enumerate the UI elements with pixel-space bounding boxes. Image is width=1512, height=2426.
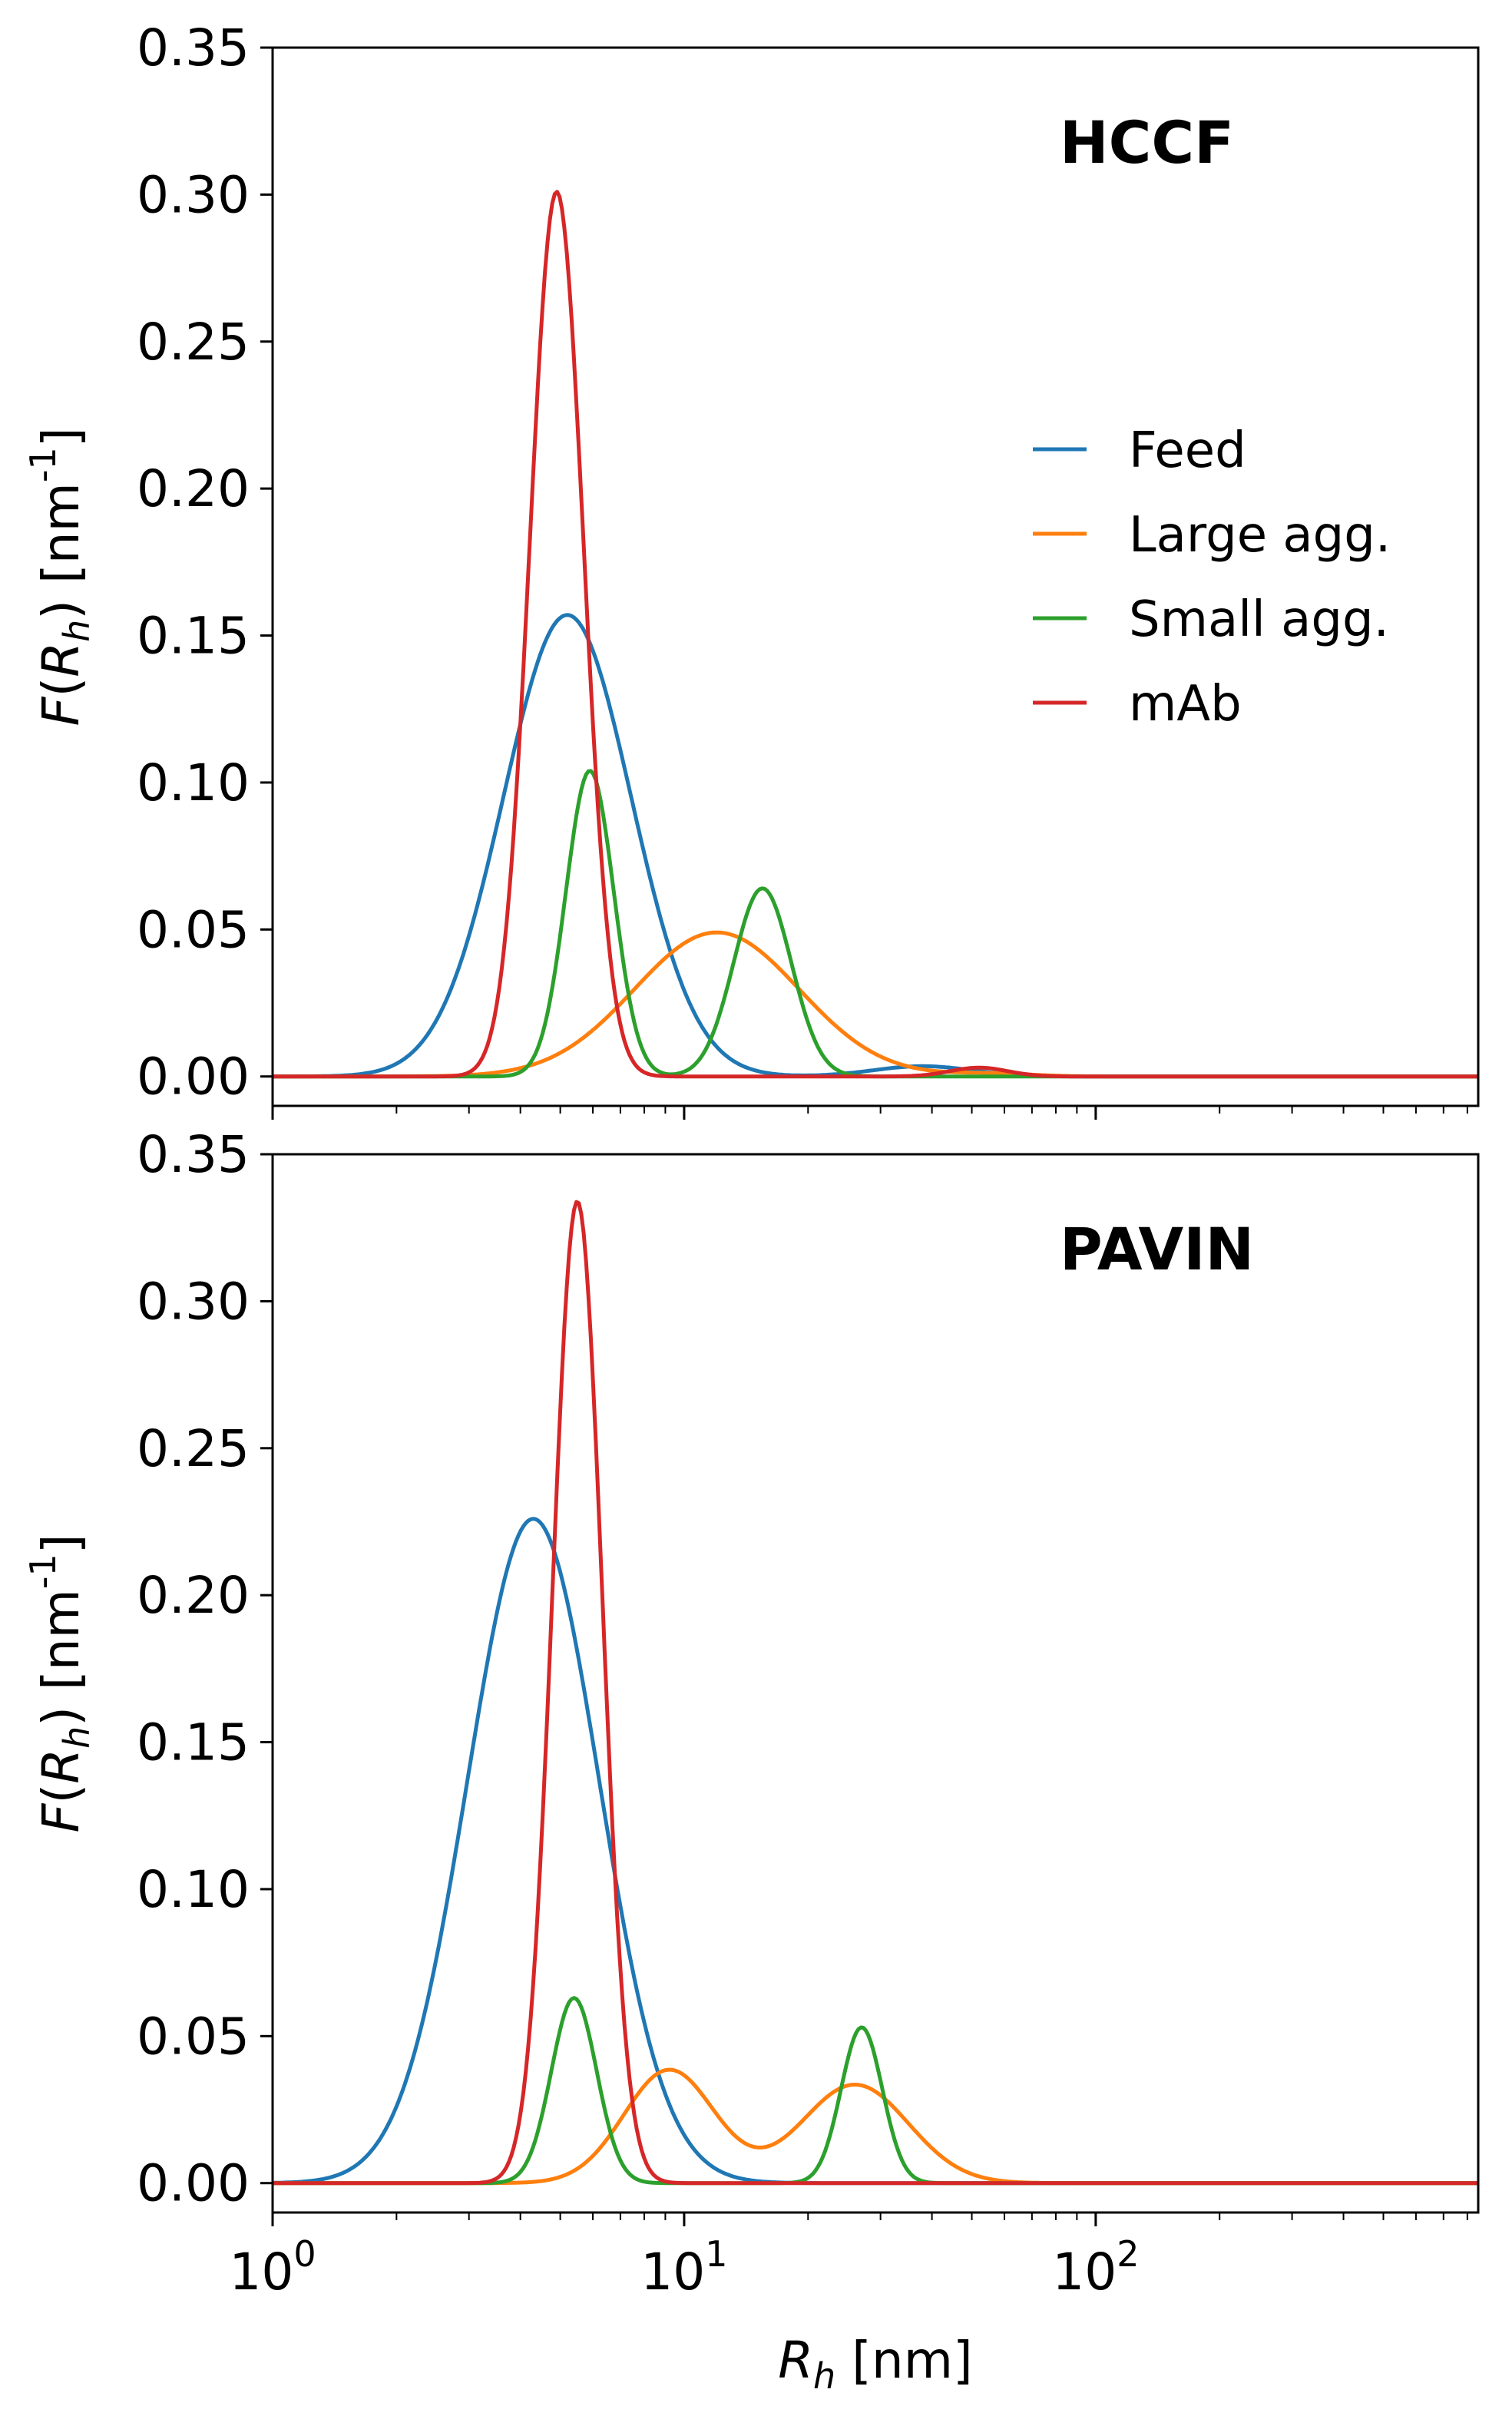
legend-label-mab: mAb [1129,676,1242,733]
y-tick-label: 0.35 [137,18,250,78]
panel-title: PAVIN [1060,1215,1254,1283]
legend-label-feed: Feed [1129,422,1246,479]
axes-frame [271,1153,1480,2214]
y-tick-label: 0.35 [137,1125,250,1184]
y-axis-label: F(Rh) [nm-1] [22,1534,98,1833]
series-line-feed [272,1517,1478,2186]
series-line-small-agg [273,769,1478,1079]
y-tick-label: 0.05 [137,2007,250,2066]
x-axis-label: Rh [nm] [778,2331,973,2397]
series-line-large-agg [273,930,1478,1079]
series-line-feed [273,613,1478,1079]
legend-label-small-agg: Small agg. [1129,591,1389,648]
y-tick-label: 0.15 [137,1713,250,1772]
x-tick-label: 100 [229,2233,316,2302]
legend: Feed Large agg. Small agg. mAb [1033,422,1391,733]
series-line-mab [273,190,1478,1079]
panels: 0.00 0.05 0.10 0.15 0.20 0.25 0.30 0.35 HCCF F(Rh… [22,18,1480,2397]
y-tick-label: 0.15 [137,607,250,666]
y-tick-label: 0.00 [137,1048,250,1107]
y-tick-label: 0.30 [137,1272,250,1331]
series-line-mab [273,1200,1478,2186]
y-tick-label: 0.20 [137,459,250,518]
y-tick-label: 0.30 [137,165,250,224]
y-tick-label: 0.05 [137,900,250,959]
x-tick-label: 101 [640,2233,727,2302]
panel-title: HCCF [1060,108,1234,177]
y-tick-label: 0.20 [137,1566,250,1625]
series-line-large-agg [273,2067,1478,2186]
y-tick-label: 0.00 [137,2154,250,2213]
axes-frame [271,46,1480,1107]
legend-label-large-agg: Large agg. [1129,507,1391,564]
y-tick-label: 0.10 [137,753,250,813]
y-tick-label: 0.25 [137,313,250,372]
panel-pavin: 0.00 0.05 0.10 0.15 0.20 0.25 0.30 0.35 100 101 10… [22,1125,1480,2397]
panel-hccf: 0.00 0.05 0.10 0.15 0.20 0.25 0.30 0.35 HCCF F(Rh… [22,18,1480,1120]
y-tick-label: 0.10 [137,1860,250,1919]
y-axis-label: F(Rh) [nm-1] [22,428,98,726]
x-tick-label: 102 [1052,2233,1139,2302]
y-tick-label: 0.25 [137,1419,250,1478]
